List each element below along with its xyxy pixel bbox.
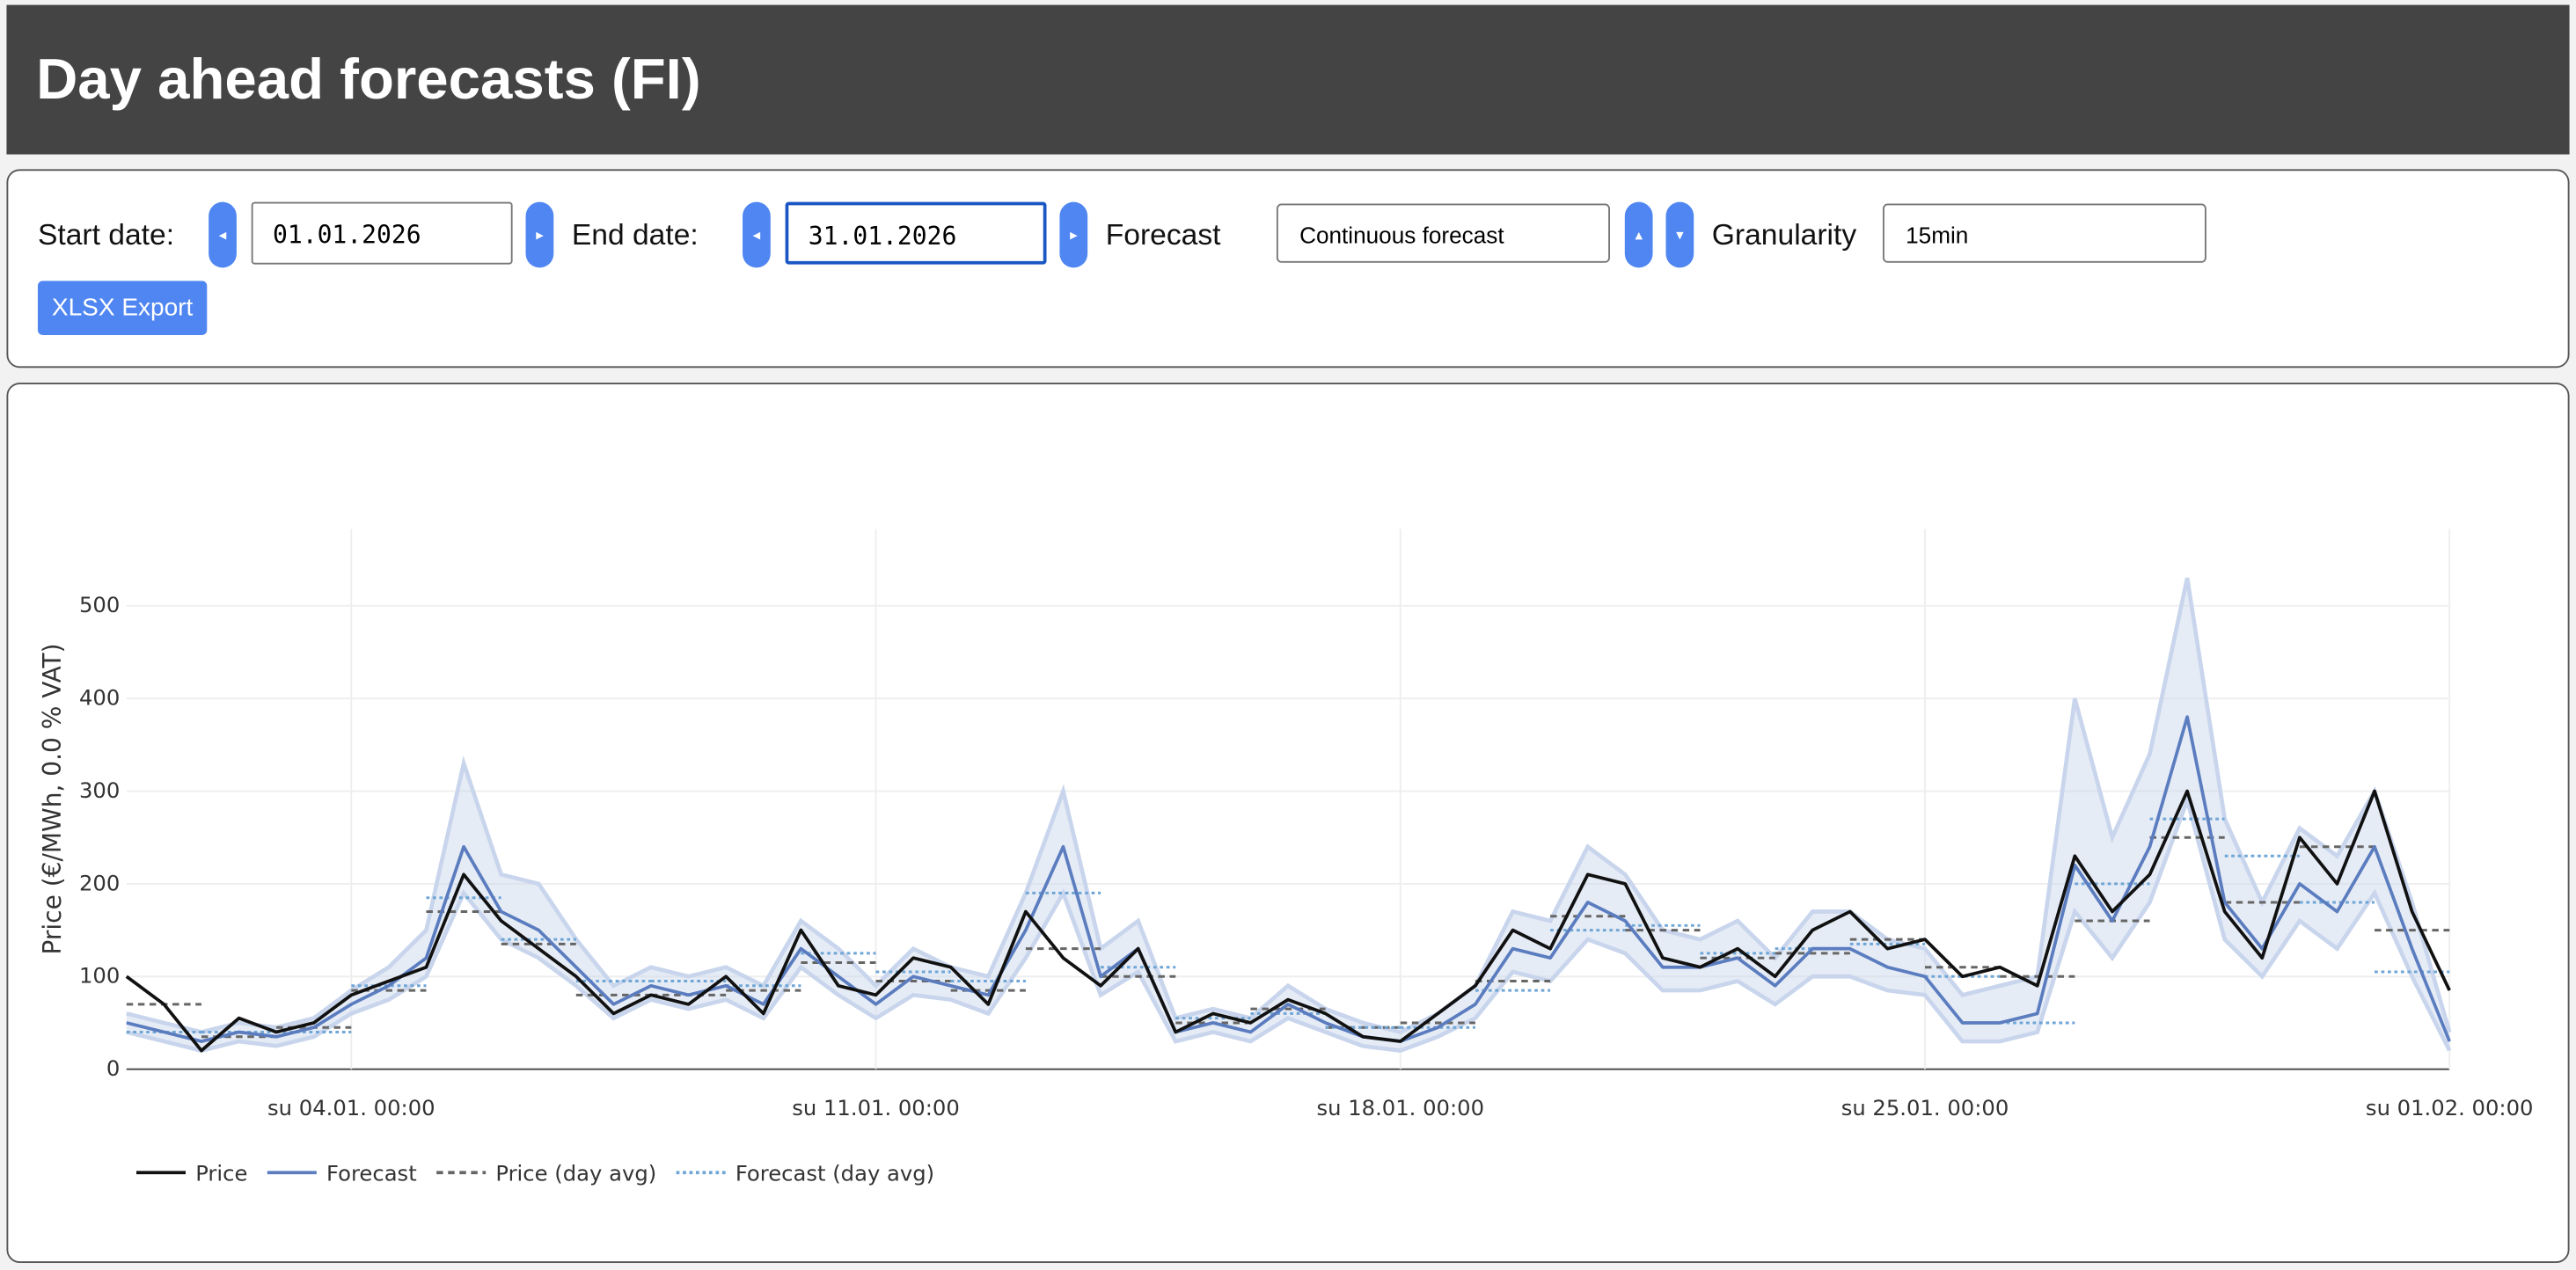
forecast-label: Forecast xyxy=(1105,218,1221,252)
legend-label: Price xyxy=(195,1161,247,1186)
series-line xyxy=(125,789,2451,1053)
start-date[interactable]: 01.01.2026 xyxy=(251,201,513,265)
series-line xyxy=(126,715,2451,1043)
prev-end[interactable]: ◂ xyxy=(743,201,771,268)
header: Day ahead forecasts (FI) xyxy=(6,4,2570,155)
prev-start[interactable]: ◂ xyxy=(209,201,237,268)
next-end[interactable]: ▸ xyxy=(1059,201,1088,268)
granularity-label: Granularity xyxy=(1711,218,1857,252)
controls-panel: Start date: ◂ 01.01.2026 ▸ End date: ◂ 3… xyxy=(6,169,2570,369)
y-tick-label: 100 xyxy=(79,963,120,989)
x-tick-label: su 11.01. 00:00 xyxy=(792,1095,960,1120)
x-tick-label: su 25.01. 00:00 xyxy=(1841,1095,2009,1120)
start-label: Start date: xyxy=(37,218,175,252)
y-tick-label: 500 xyxy=(79,592,120,617)
x-tick-label: su 04.01. 00:00 xyxy=(267,1095,435,1120)
legend-label: Forecast xyxy=(326,1161,417,1186)
forecast-select[interactable]: Continuous forecast xyxy=(1276,203,1611,263)
forecast-down[interactable]: ▾ xyxy=(1665,201,1694,268)
y-tick-label: 400 xyxy=(79,685,120,711)
chart-panel: 0 100 200 300 400 500 su 04.01. 00:00 su 11.01.… xyxy=(6,383,2570,1263)
export-button[interactable]: XLSX Export xyxy=(37,281,208,335)
legend-label: Price (day avg) xyxy=(495,1161,656,1186)
band-lower xyxy=(126,793,2452,1053)
granularity-select[interactable]: 15min xyxy=(1882,203,2206,263)
y-tick-label: 200 xyxy=(79,870,120,895)
page-title: Day ahead forecasts (FI) xyxy=(36,47,701,112)
legend-label: Forecast (day avg) xyxy=(735,1161,934,1186)
forecast-up[interactable]: ▴ xyxy=(1624,201,1653,268)
band-upper xyxy=(126,577,2452,1034)
y-tick-label: 0 xyxy=(106,1055,120,1081)
chart: 0 100 200 300 400 500 su 04.01. 00:00 su 11.01.… xyxy=(38,529,2534,1186)
y-axis-label: Price (€/MWh, 0.0 % VAT) xyxy=(38,643,67,954)
next-start[interactable]: ▸ xyxy=(525,201,554,268)
x-tick-label: su 01.02. 00:00 xyxy=(2366,1095,2534,1120)
end-label: End date: xyxy=(571,218,699,252)
y-tick-label: 300 xyxy=(79,777,120,803)
end-date[interactable]: 31.01.2026 xyxy=(785,201,1047,265)
x-tick-label: su 18.01. 00:00 xyxy=(1316,1095,1484,1120)
forecast-band xyxy=(126,578,2450,1051)
